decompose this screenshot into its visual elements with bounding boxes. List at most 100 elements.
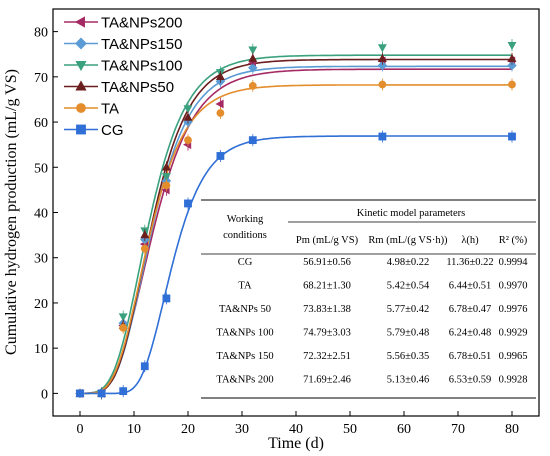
data-point-TA&NPs50 [140,230,150,239]
table-cell: 11.36±0.22 [446,257,493,268]
table-cell: TA&NPs 50 [219,304,271,315]
table-header-pm: Pm (mL/g VS) [296,235,359,246]
x-tick-label: 20 [181,422,195,437]
data-point-TA&NPs50 [215,71,225,81]
data-point-CG [216,152,225,160]
x-tick-label: 40 [289,422,303,437]
data-point-CG [140,362,149,371]
table-header-conditions-2: conditions [223,230,267,241]
data-point-TA&NPs200 [215,99,224,109]
data-point-TA&NPs50 [377,53,387,62]
y-tick-label: 10 [34,342,48,357]
data-point-TA [140,244,149,253]
data-point-TA [216,109,225,117]
table-header-rm: Rm (mL/(g VS·h)) [368,235,448,246]
data-point-TA [162,181,171,190]
table-body: CG 56.91±0.56 4.98±0.22 11.36±0.22 0.9994 TA 6… [216,257,528,386]
data-point-TA [248,81,257,90]
table-cell: 71.69±2.46 [303,375,351,386]
data-point-TA&NPs50 [507,53,517,62]
table-cell: 0.9976 [499,304,528,315]
table-cell: TA&NPs 150 [216,351,273,362]
table-cell: 0.9929 [499,328,528,339]
table-cell: CG [238,257,253,268]
legend-marker-TA&NPs150 [75,37,87,50]
table-cell: 5.77±0.42 [387,304,430,315]
legend-label-TA&NPs50: TA&NPs50 [101,79,174,96]
x-tick-label: 80 [505,422,519,437]
fit-curve-TA&NPs200 [79,68,512,395]
data-point-TA&NPs100 [118,313,128,322]
table-cell: 74.79±3.03 [303,328,351,339]
table-cell: 6.78±0.47 [449,304,492,315]
data-point-TA&NPs50 [161,162,171,171]
table-cell: 4.98±0.22 [387,257,430,268]
table-header-r2: R² (%) [499,235,528,246]
table-background [201,200,536,399]
table-cell: 5.79±0.48 [387,328,430,339]
table-cell: 5.56±0.35 [387,351,430,362]
x-tick-label: 0 [77,422,84,437]
table-cell: 73.83±1.38 [303,304,351,315]
x-tick-label: 30 [235,422,249,437]
data-point-TA [508,80,516,89]
x-tick-label: 50 [343,422,357,437]
table-cell: 0.9928 [499,375,528,386]
table-cell: 56.91±0.56 [303,257,351,268]
data-point-CG [508,132,516,141]
table-cell: TA [238,281,252,292]
legend-label-TA: TA [101,101,119,118]
table-cell: 0.9965 [499,351,528,362]
data-point-TA&NPs150 [507,60,517,71]
table-cell: 6.53±0.59 [449,375,492,386]
table-cell: 5.42±0.54 [387,281,430,292]
table-header-conditions-1: Working [227,214,264,225]
legend-marker-TA&NPs200 [74,16,85,28]
table-cell: TA&NPs 200 [216,375,273,386]
legend-marker-TA&NPs100 [75,61,87,72]
table-cell: 0.9994 [499,257,529,268]
ticks-layer: 0 10 20 30 40 50 60 70 80 0 10 20 30 40 50 60 70 80 [34,26,519,437]
data-point-TA&NPs100 [183,105,193,114]
fit-curve-CG [80,135,512,395]
fit-curve-TA [80,84,512,395]
legend-label-CG: CG [101,122,124,139]
y-tick-label: 30 [34,252,48,267]
parameter-table: Working conditions Kinetic model paramet… [201,199,536,399]
y-tick-label: 50 [34,161,48,176]
data-point-TA [378,80,387,89]
data-point-TA [119,323,128,332]
data-point-CG [184,199,192,208]
data-point-TA&NPs150 [377,60,388,71]
y-tick-label: 80 [34,26,48,41]
y-tick-label: 60 [34,116,48,131]
x-axis-title: Time (d) [268,435,324,452]
x-tick-label: 60 [397,422,411,437]
fit-curves [79,54,512,395]
y-tick-label: 40 [34,207,48,222]
data-point-TA&NPs50 [248,53,258,62]
data-point-TA&NPs150 [248,63,258,73]
data-point-CG [97,389,106,398]
legend-label-TA&NPs200: TA&NPs200 [101,15,182,32]
data-point-CG [119,387,128,396]
fit-curve-TA&NPs100 [80,54,512,395]
legend-label-TA&NPs100: TA&NPs100 [101,58,182,75]
table-cell: 6.44±0.51 [449,281,492,292]
data-point-CG [76,389,84,398]
y-axis-title: Cumulative hydrogen production (mL/g VS) [3,69,20,355]
y-tick-label: 70 [34,71,48,86]
legend-marker-TA [76,103,86,113]
data-point-CG [162,294,171,303]
data-point-TA&NPs100 [161,173,171,182]
y-tick-label: 0 [41,387,48,402]
table-header-lambda: λ(h) [461,235,479,246]
data-point-TA [184,136,192,145]
legend-marker-TA&NPs50 [75,80,87,91]
data-points [75,39,517,400]
data-point-TA&NPs100 [377,44,387,53]
data-point-CG [378,132,387,141]
table-cell: 6.78±0.51 [449,351,492,362]
